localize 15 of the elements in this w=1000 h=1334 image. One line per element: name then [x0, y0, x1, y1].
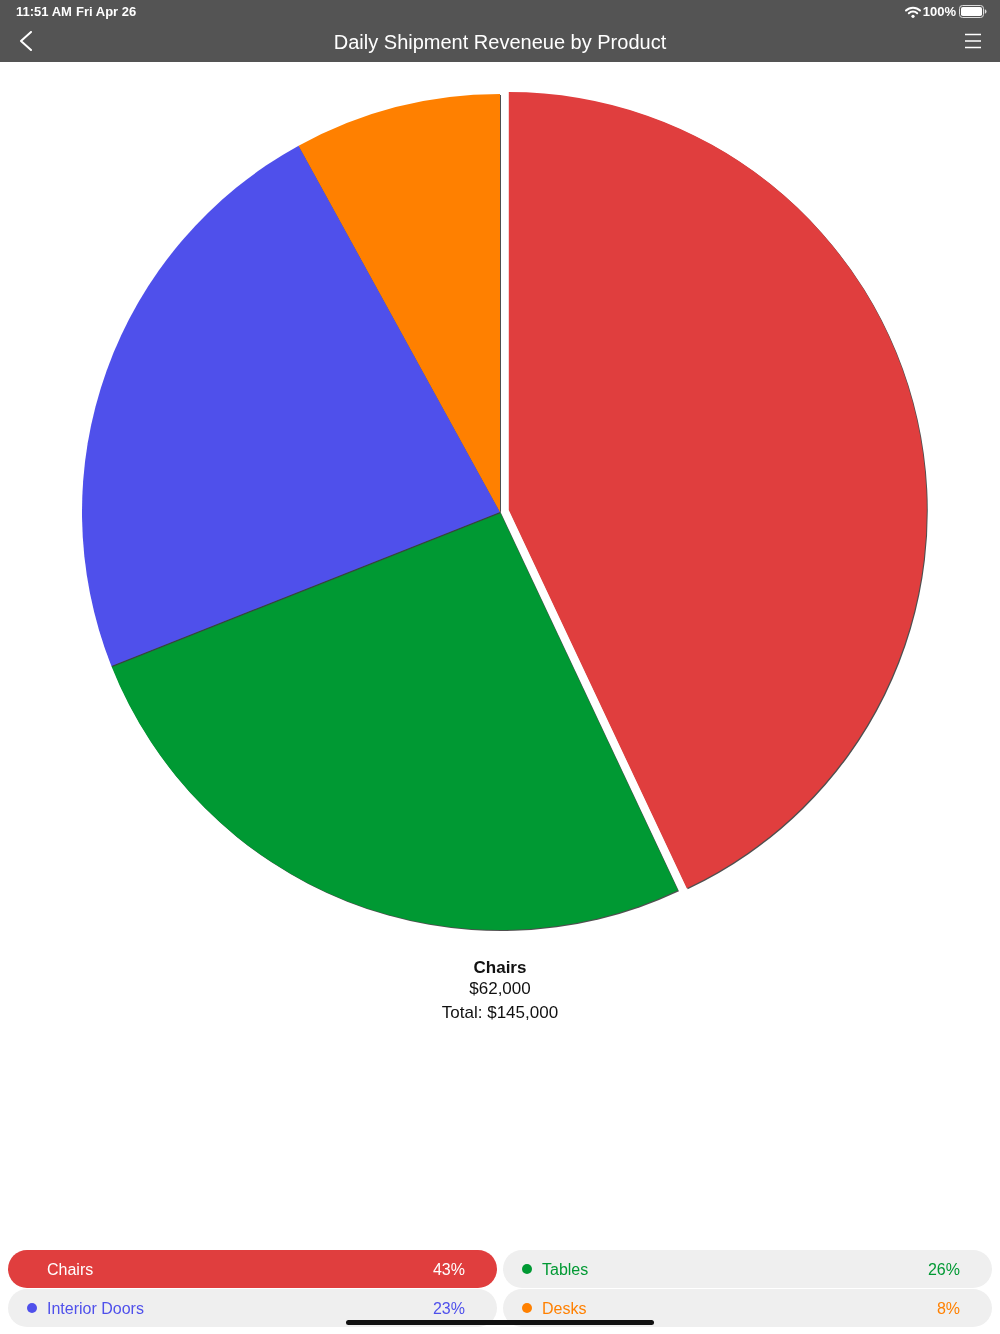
- text: Fri Apr 26: [76, 4, 137, 20]
- legend-label: Interior Doors: [47, 1299, 144, 1318]
- chart-title: Daily Shipment Reveneue by Product: [332, 30, 668, 54]
- data-label: 26%: [927, 1260, 960, 1279]
- text: Chairs: [472, 957, 528, 978]
- text: 100%: [922, 4, 956, 20]
- text: Total: $145,000: [440, 1002, 560, 1023]
- data-label: 8%: [936, 1299, 960, 1318]
- text: 11:51 AM: [16, 4, 72, 20]
- legend-label: Desks: [542, 1299, 587, 1318]
- legend-label: Chairs: [47, 1260, 94, 1279]
- data-label: 43%: [432, 1260, 465, 1279]
- legend-label: Tables: [542, 1260, 589, 1279]
- text: $62,000: [468, 978, 532, 999]
- data-label: 23%: [432, 1299, 465, 1318]
